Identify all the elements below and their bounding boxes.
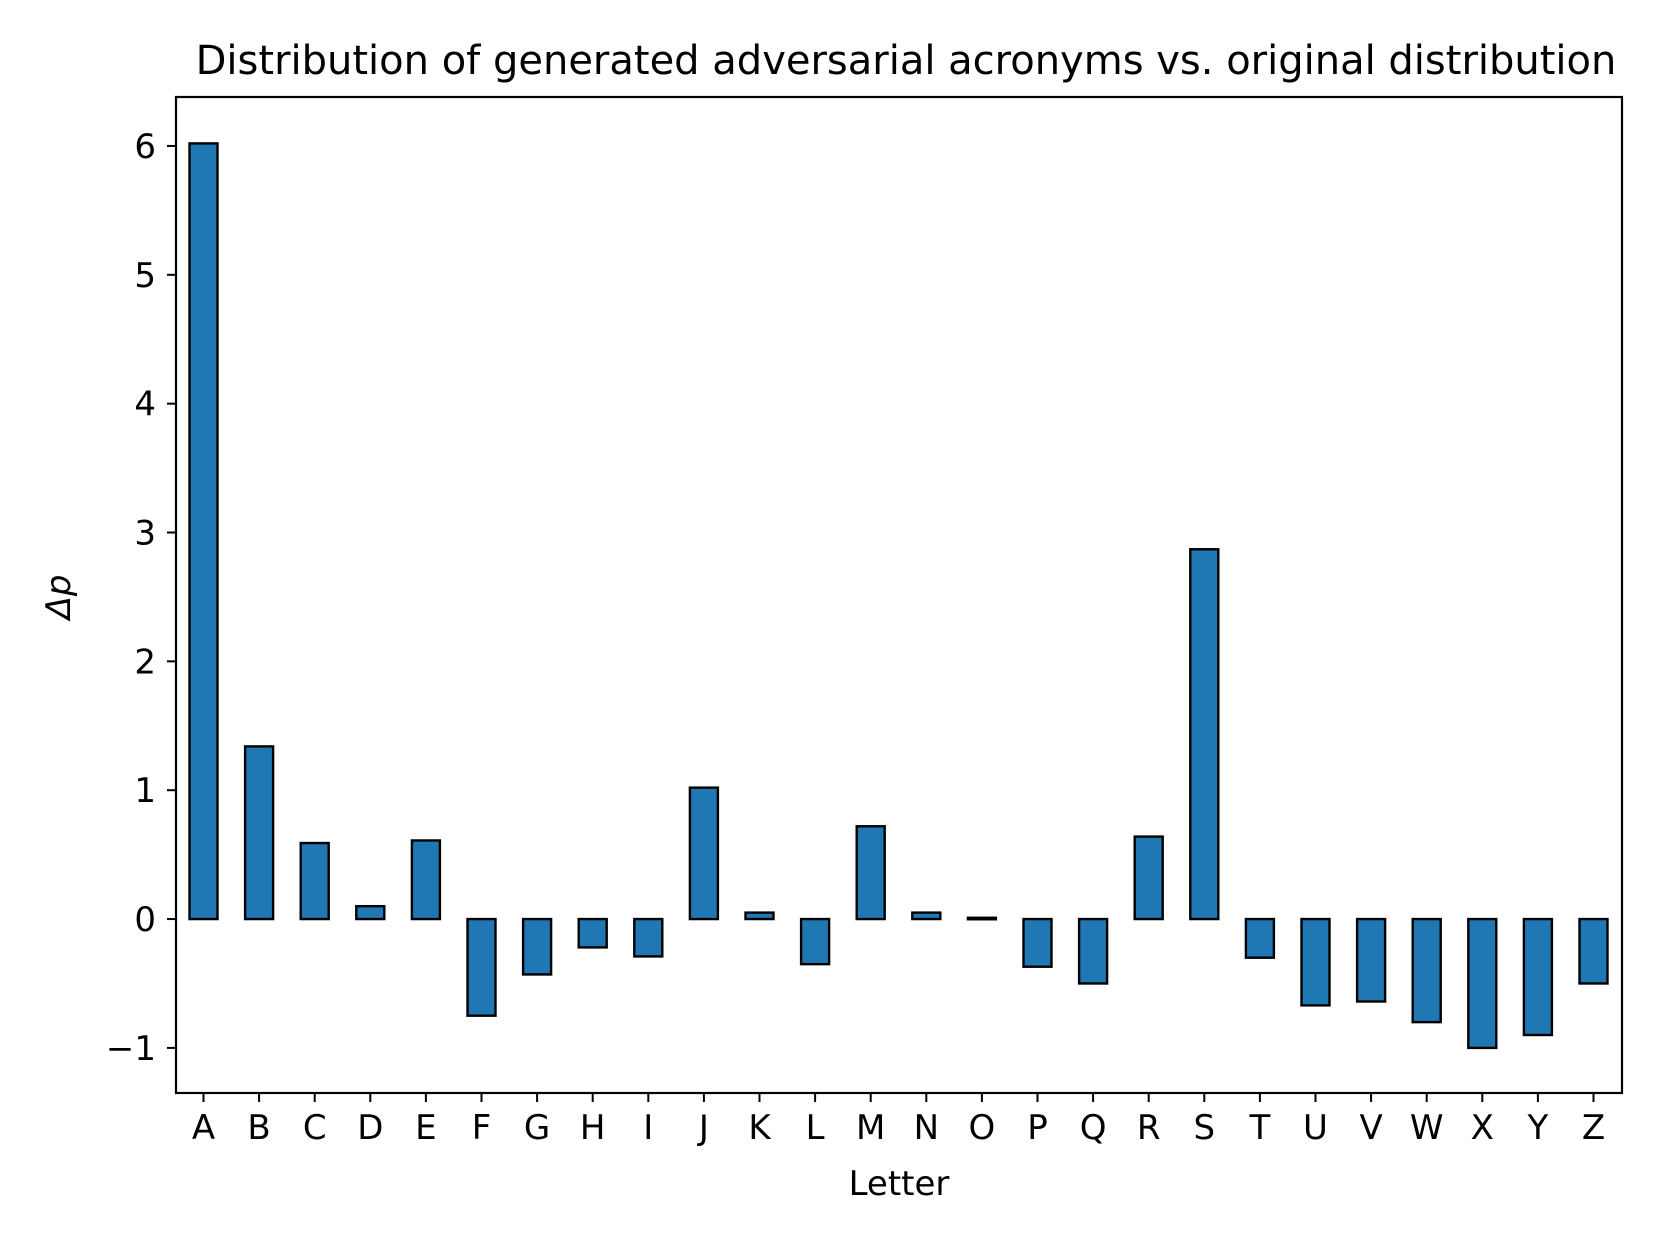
- y-tick-label: 1: [134, 771, 156, 811]
- x-tick-label-T: T: [1249, 1108, 1271, 1148]
- x-tick-label-W: W: [1410, 1108, 1444, 1148]
- bar-B: [243, 745, 275, 921]
- bar-Y: [1522, 917, 1554, 1037]
- bar-J: [688, 786, 720, 921]
- x-tick-label-Q: Q: [1080, 1108, 1107, 1148]
- bar-I: [633, 917, 664, 958]
- x-tick-label-L: L: [806, 1108, 825, 1148]
- bar-V: [1355, 917, 1387, 1003]
- x-tick-label-R: R: [1137, 1108, 1161, 1148]
- x-tick-label-Z: Z: [1582, 1108, 1605, 1148]
- bar-A: [188, 142, 219, 921]
- y-tick-label: 0: [134, 900, 156, 940]
- x-tick-label-H: H: [580, 1108, 606, 1148]
- bar-D: [355, 904, 386, 921]
- x-tick-label-E: E: [415, 1108, 436, 1148]
- x-tick-label-P: P: [1027, 1108, 1048, 1148]
- bar-H: [577, 917, 608, 949]
- bars-group: [188, 142, 1609, 1050]
- bar-T: [1244, 917, 1276, 959]
- y-tick-label: 2: [134, 642, 156, 682]
- x-tick-label-N: N: [914, 1108, 939, 1148]
- bar-M: [855, 825, 886, 921]
- bar-R: [1133, 835, 1164, 921]
- bar-Z: [1578, 917, 1609, 985]
- y-axis: −1 0 1 2 3 4 5 6: [106, 127, 176, 1069]
- x-tick-label-D: D: [357, 1108, 383, 1148]
- chart-title: Distribution of generated adversarial ac…: [196, 38, 1617, 84]
- x-tick-label-K: K: [748, 1108, 772, 1148]
- x-tick-label-Y: Y: [1527, 1108, 1549, 1148]
- x-tick-label-X: X: [1471, 1108, 1494, 1148]
- y-tick-label: 4: [134, 385, 156, 425]
- x-tick-label-U: U: [1303, 1108, 1328, 1148]
- bar-O: [966, 916, 998, 921]
- bar-X: [1467, 917, 1498, 1050]
- bar-C: [299, 841, 330, 921]
- bar-F: [466, 917, 497, 1017]
- x-tick-label-O: O: [969, 1108, 996, 1148]
- bar-L: [799, 917, 831, 966]
- y-tick-label: 6: [134, 127, 156, 167]
- x-tick-label-B: B: [247, 1108, 270, 1148]
- bar-K: [744, 911, 775, 921]
- x-tick-label-I: I: [643, 1108, 653, 1148]
- axes-frame: [174, 95, 1624, 1095]
- x-tick-label-A: A: [192, 1108, 215, 1148]
- x-axis-label: Letter: [849, 1164, 950, 1204]
- bar-G: [521, 917, 553, 976]
- bar-Q: [1077, 917, 1109, 985]
- y-axis-label: Δp: [39, 575, 79, 623]
- x-tick-label-F: F: [472, 1108, 492, 1148]
- y-tick-label: 3: [134, 514, 156, 554]
- bar-U: [1300, 917, 1331, 1007]
- bar-N: [911, 911, 942, 921]
- bar-S: [1189, 548, 1220, 921]
- bar-W: [1411, 917, 1442, 1024]
- y-tick-label: −1: [106, 1029, 156, 1069]
- x-tick-label-S: S: [1194, 1108, 1216, 1148]
- bar-P: [1022, 917, 1053, 968]
- x-tick-label-V: V: [1359, 1108, 1382, 1148]
- x-tick-label-C: C: [303, 1108, 327, 1148]
- x-tick-label-G: G: [524, 1108, 550, 1148]
- y-tick-label: 5: [134, 256, 156, 296]
- x-tick-label-M: M: [856, 1108, 885, 1148]
- x-tick-label-J: J: [697, 1108, 709, 1148]
- bar-E: [410, 839, 442, 921]
